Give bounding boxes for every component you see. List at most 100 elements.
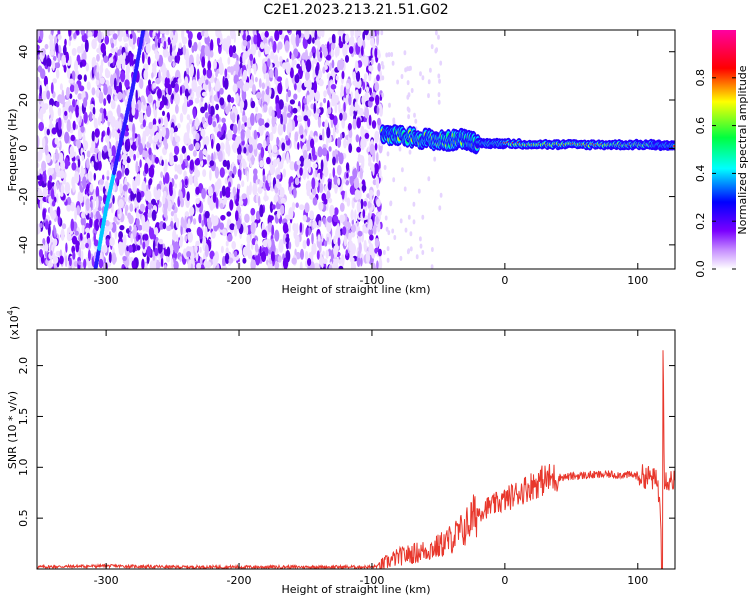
noise-cell xyxy=(341,254,345,267)
noise-cell xyxy=(70,201,75,212)
noise-cell xyxy=(144,191,148,197)
x-tick-label: 0 xyxy=(501,274,508,287)
noise-cell xyxy=(351,224,356,233)
noise-cell xyxy=(86,81,91,91)
noise-cell xyxy=(209,160,215,167)
noise-cell xyxy=(211,138,214,149)
noise-cell xyxy=(196,68,200,82)
colorbar-tick-label: 0.2 xyxy=(694,212,707,230)
noise-cell xyxy=(375,216,379,225)
noise-cell xyxy=(362,224,367,233)
noise-cell xyxy=(339,202,345,212)
noise-cell xyxy=(246,242,251,250)
noise-cell xyxy=(85,183,90,194)
noise-cell xyxy=(377,62,381,72)
noise-cell xyxy=(147,56,151,66)
noise-cell xyxy=(64,255,68,268)
noise-cell xyxy=(336,137,342,148)
noise-cell xyxy=(216,37,221,45)
noise-cell xyxy=(312,220,317,229)
noise-cell xyxy=(277,43,280,54)
noise-cell xyxy=(57,152,64,164)
noise-cell xyxy=(114,119,120,130)
noise-cell xyxy=(102,174,105,181)
noise-cell xyxy=(376,34,380,46)
noise-cell xyxy=(282,168,287,178)
y-tick-label: -40 xyxy=(17,236,30,254)
noise-cell xyxy=(39,84,42,97)
noise-cell xyxy=(339,214,345,224)
noise-cell xyxy=(262,239,268,247)
noise-cell xyxy=(158,54,164,67)
noise-cell xyxy=(189,54,192,67)
noise-cell xyxy=(160,252,164,259)
noise-cell xyxy=(83,111,88,124)
noise-cell xyxy=(212,255,218,267)
noise-cell xyxy=(128,244,133,253)
noise-cell xyxy=(187,246,193,252)
noise-cell xyxy=(225,240,229,247)
noise-cell xyxy=(354,30,359,39)
noise-cell xyxy=(91,87,96,96)
noise-cell xyxy=(229,223,235,231)
colorbar-tick-label: 0.8 xyxy=(694,69,707,87)
noise-cell xyxy=(324,185,328,192)
noise-cell xyxy=(253,34,258,45)
noise-cell xyxy=(170,132,173,142)
noise-cell xyxy=(65,160,71,167)
noise-cell xyxy=(46,90,51,100)
noise-cell xyxy=(328,146,332,152)
noise-cell xyxy=(345,82,350,90)
noise-cell xyxy=(267,143,272,154)
noise-cell xyxy=(276,157,280,165)
snr-exponent-power: 4 xyxy=(6,310,15,315)
noise-cell xyxy=(206,68,213,79)
noise-cell xyxy=(279,187,285,198)
noise-cell xyxy=(133,153,137,161)
x-tick-label: -200 xyxy=(227,274,252,287)
noise-cell xyxy=(141,258,145,269)
noise-cell xyxy=(232,45,237,54)
noise-cell xyxy=(399,218,403,224)
noise-cell xyxy=(115,177,118,184)
noise-cell xyxy=(50,109,54,120)
noise-cell xyxy=(233,250,238,258)
noise-cell xyxy=(386,257,390,263)
noise-cell xyxy=(179,180,183,191)
noise-cell xyxy=(149,208,152,216)
noise-cell xyxy=(110,47,116,54)
noise-cell xyxy=(69,152,75,158)
noise-cell xyxy=(152,239,156,253)
noise-cell xyxy=(201,91,208,97)
noise-cell xyxy=(255,106,259,113)
x-tick-label: -300 xyxy=(94,574,119,587)
noise-cell xyxy=(154,191,161,201)
noise-cell xyxy=(256,33,261,46)
noise-cell xyxy=(187,31,193,40)
noise-cell xyxy=(390,52,394,57)
noise-cell xyxy=(120,70,126,83)
noise-cell xyxy=(286,122,290,136)
noise-cell xyxy=(66,119,72,133)
noise-cell xyxy=(177,77,182,84)
noise-cell xyxy=(299,204,305,211)
noise-cell xyxy=(290,33,296,46)
noise-cell xyxy=(298,125,304,136)
noise-cell xyxy=(111,252,117,265)
noise-cell xyxy=(250,259,256,269)
noise-cell xyxy=(81,250,84,261)
noise-cell xyxy=(66,233,72,242)
noise-cell xyxy=(319,102,323,108)
noise-cell xyxy=(194,118,200,128)
noise-cell xyxy=(304,250,309,261)
noise-cell xyxy=(84,39,89,53)
noise-cell xyxy=(246,40,251,50)
noise-cell xyxy=(283,114,288,125)
noise-cell xyxy=(406,249,410,255)
noise-cell xyxy=(403,50,407,56)
noise-cell xyxy=(253,168,258,176)
noise-cell xyxy=(350,262,357,269)
noise-cell xyxy=(255,192,259,204)
noise-cell xyxy=(74,83,79,95)
noise-cell xyxy=(203,31,209,38)
